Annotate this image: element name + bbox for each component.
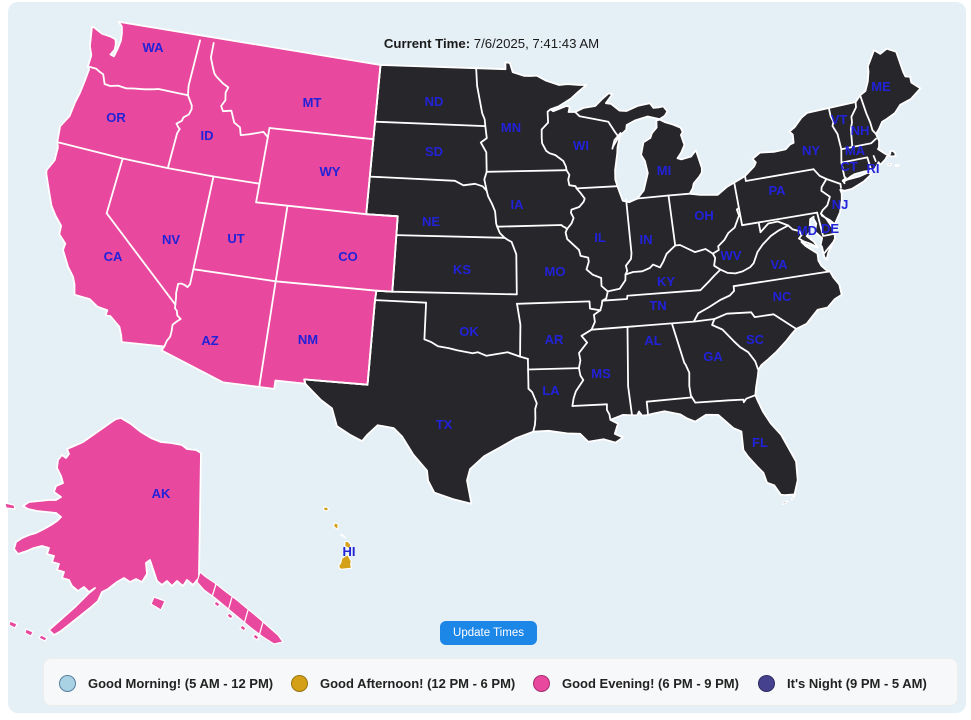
svg-text:VA: VA <box>770 257 788 272</box>
svg-text:NC: NC <box>773 289 792 304</box>
svg-text:MD: MD <box>797 223 817 238</box>
svg-text:IA: IA <box>511 197 525 212</box>
svg-text:OH: OH <box>694 208 714 223</box>
svg-text:RI: RI <box>867 161 880 176</box>
svg-text:PA: PA <box>768 183 786 198</box>
svg-text:HI: HI <box>343 544 356 559</box>
svg-text:SD: SD <box>425 144 443 159</box>
svg-text:AL: AL <box>644 333 661 348</box>
svg-text:DE: DE <box>821 221 839 236</box>
svg-text:MI: MI <box>657 163 671 178</box>
svg-text:AK: AK <box>152 486 171 501</box>
svg-text:CA: CA <box>104 249 123 264</box>
svg-text:IN: IN <box>640 232 653 247</box>
svg-text:CT: CT <box>840 159 857 174</box>
svg-text:WV: WV <box>721 248 742 263</box>
svg-text:KS: KS <box>453 262 471 277</box>
svg-text:NV: NV <box>162 232 180 247</box>
svg-text:TN: TN <box>649 298 666 313</box>
svg-text:NJ: NJ <box>832 197 849 212</box>
svg-text:ND: ND <box>425 94 444 109</box>
svg-text:WY: WY <box>320 164 341 179</box>
svg-text:TX: TX <box>436 417 453 432</box>
svg-text:KY: KY <box>657 274 675 289</box>
svg-text:MT: MT <box>303 95 322 110</box>
svg-text:MO: MO <box>545 264 566 279</box>
svg-text:NH: NH <box>851 123 870 138</box>
svg-text:MA: MA <box>845 143 866 158</box>
svg-text:ID: ID <box>201 128 214 143</box>
svg-text:GA: GA <box>703 349 723 364</box>
svg-text:LA: LA <box>542 383 560 398</box>
svg-text:NY: NY <box>802 143 820 158</box>
svg-text:WI: WI <box>573 138 589 153</box>
svg-text:OR: OR <box>106 110 126 125</box>
svg-text:FL: FL <box>752 435 768 450</box>
svg-text:OK: OK <box>459 324 479 339</box>
svg-text:MN: MN <box>501 120 521 135</box>
svg-text:IL: IL <box>594 230 606 245</box>
svg-text:UT: UT <box>227 231 244 246</box>
svg-text:SC: SC <box>746 332 765 347</box>
svg-text:VT: VT <box>831 112 848 127</box>
svg-text:WA: WA <box>143 40 165 55</box>
svg-text:MS: MS <box>591 366 611 381</box>
svg-text:NE: NE <box>422 214 440 229</box>
svg-text:CO: CO <box>338 249 358 264</box>
svg-text:NM: NM <box>298 332 318 347</box>
svg-text:ME: ME <box>871 79 891 94</box>
svg-text:AR: AR <box>545 332 564 347</box>
svg-text:AZ: AZ <box>201 333 218 348</box>
